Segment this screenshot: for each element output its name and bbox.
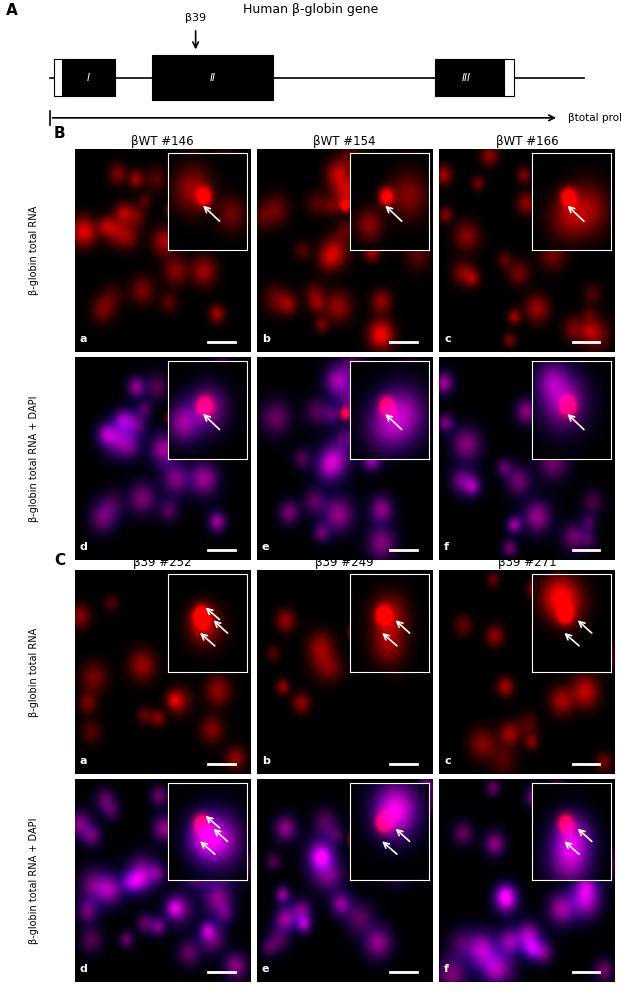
Text: β-globin total RNA: β-globin total RNA <box>29 628 39 716</box>
Text: f: f <box>444 543 449 553</box>
Title: βWT #166: βWT #166 <box>496 135 558 148</box>
Text: III: III <box>461 72 471 82</box>
Text: β-globin total RNA: β-globin total RNA <box>29 206 39 295</box>
Text: b: b <box>262 334 270 344</box>
Text: I: I <box>87 72 90 82</box>
Text: C: C <box>54 553 65 568</box>
Text: d: d <box>79 543 88 553</box>
Title: βWT #146: βWT #146 <box>131 135 194 148</box>
Text: B: B <box>53 126 65 142</box>
Text: e: e <box>262 964 270 974</box>
Bar <box>54 59 65 96</box>
Title: β39 #252: β39 #252 <box>134 557 192 569</box>
Text: β-globin total RNA + DAPI: β-globin total RNA + DAPI <box>29 396 39 522</box>
Title: β39 #249: β39 #249 <box>315 557 374 569</box>
Bar <box>152 55 273 100</box>
Text: c: c <box>444 756 451 766</box>
Text: d: d <box>79 964 88 974</box>
Bar <box>62 59 115 96</box>
Title: βWT #154: βWT #154 <box>314 135 376 148</box>
Text: βtotal probe (1721 nt): βtotal probe (1721 nt) <box>568 113 621 123</box>
Text: e: e <box>262 543 270 553</box>
Text: II: II <box>210 72 215 82</box>
Title: β39 #271: β39 #271 <box>497 557 556 569</box>
Text: a: a <box>79 334 88 344</box>
Bar <box>504 59 514 96</box>
Text: β39: β39 <box>185 13 206 23</box>
Text: A: A <box>6 3 18 18</box>
Text: Human β-globin gene: Human β-globin gene <box>243 3 378 16</box>
Text: a: a <box>79 756 88 766</box>
Text: b: b <box>262 756 270 766</box>
Text: f: f <box>444 964 449 974</box>
Bar <box>435 59 506 96</box>
Text: c: c <box>444 334 451 344</box>
Text: β-globin total RNA + DAPI: β-globin total RNA + DAPI <box>29 817 39 943</box>
